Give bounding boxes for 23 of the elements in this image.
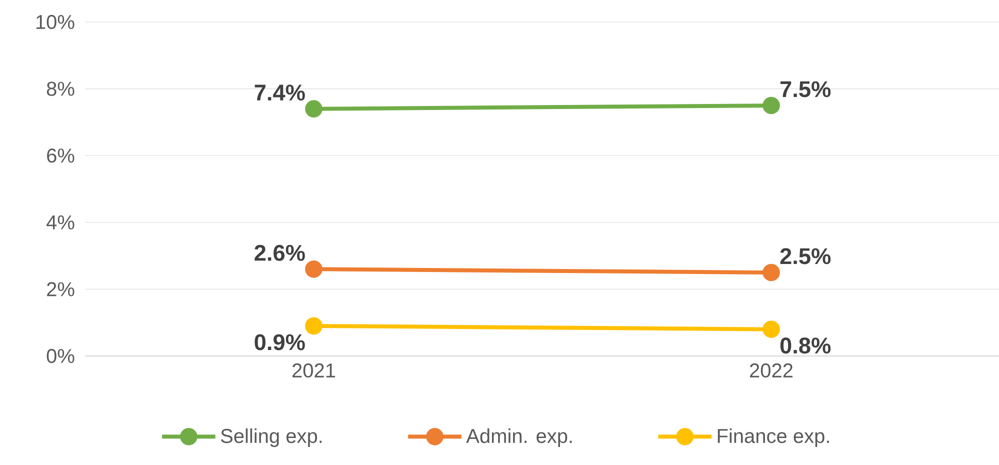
y-tick-label: 6% xyxy=(47,148,74,163)
point xyxy=(305,100,322,118)
point xyxy=(305,260,322,278)
data-label: 0.9% xyxy=(254,334,305,350)
data-label: 2.6% xyxy=(254,244,305,261)
legend-label: Finance exp. xyxy=(718,428,829,448)
y-tick-label: 0% xyxy=(46,348,74,364)
data-label: 2.5% xyxy=(780,248,831,264)
y-tick-label: 10% xyxy=(36,14,74,30)
point xyxy=(762,320,780,338)
y-tick-label: 8% xyxy=(46,82,74,96)
y-tick-label: 4% xyxy=(46,215,74,230)
legend-label: Selling exp. xyxy=(220,428,322,448)
y-tick-label: 2% xyxy=(47,282,74,296)
x-tick-label: 2021 xyxy=(292,363,336,378)
legend-label: Admin. exp. xyxy=(466,428,572,448)
data-label: 7.4% xyxy=(254,84,305,101)
point xyxy=(762,96,780,114)
x-tick-label: 2022 xyxy=(750,363,792,378)
data-label: 7.5% xyxy=(780,81,831,98)
data-label: 0.8% xyxy=(780,338,831,354)
point xyxy=(305,317,322,335)
point xyxy=(762,264,780,282)
